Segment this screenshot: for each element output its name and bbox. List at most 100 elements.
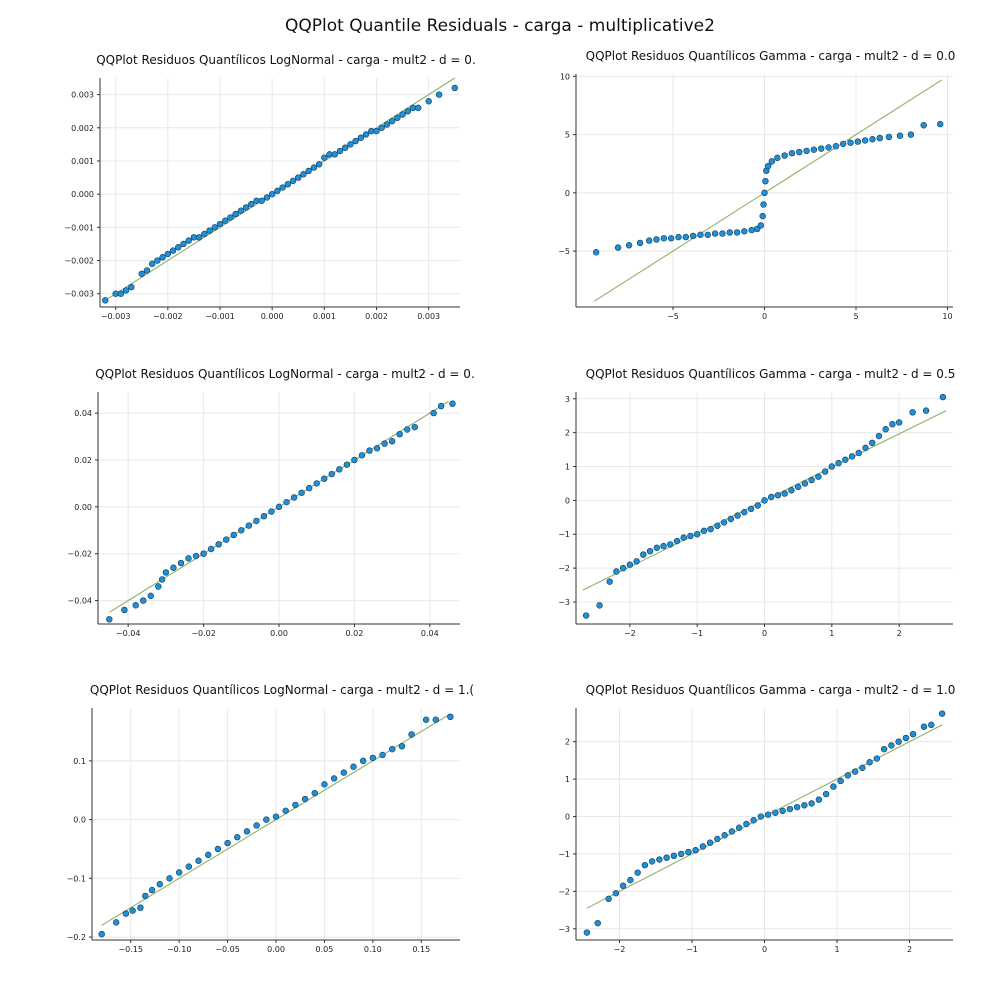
x-tick-label: −0.04 [116, 629, 141, 638]
qq-point [757, 222, 765, 229]
qq-point [404, 426, 411, 433]
qq-point [719, 230, 726, 237]
y-tick-label: 0.04 [74, 409, 92, 418]
qq-point [728, 828, 736, 835]
qq-point [358, 452, 366, 459]
qq-point [175, 869, 183, 876]
qq-point [682, 233, 690, 241]
qq-point [129, 907, 136, 914]
qq-point [351, 456, 358, 464]
qq-point [646, 237, 653, 244]
qq-point [693, 531, 701, 538]
qq-point [794, 483, 802, 491]
qq-point [815, 473, 822, 480]
qq-point [759, 212, 766, 220]
qq-point [185, 555, 192, 562]
qq-point [735, 824, 743, 831]
qq-point [922, 407, 930, 414]
qq-point [869, 136, 876, 143]
reference-line [586, 724, 943, 909]
qq-point [721, 832, 728, 839]
qq-point [866, 759, 873, 766]
qq-point [606, 578, 613, 585]
qq-point [741, 509, 748, 516]
qq-point [862, 444, 869, 452]
qq-point [359, 757, 367, 765]
qq-point [873, 755, 881, 762]
qq-point [895, 738, 902, 745]
x-tick-label: 0.000 [261, 312, 284, 321]
qq-point [889, 420, 896, 428]
qq-point [667, 235, 675, 242]
qq-point [200, 550, 207, 557]
qq-point [340, 769, 347, 776]
qq-point [310, 164, 318, 171]
qq-point [117, 290, 125, 297]
qq-point [394, 114, 401, 122]
qq-point [939, 393, 947, 401]
qq-point [140, 597, 147, 604]
y-tick-label: −0.1 [67, 874, 86, 883]
qq-point [195, 857, 202, 864]
qq-point [636, 239, 644, 247]
qq-point [313, 480, 320, 487]
qq-point [754, 502, 761, 509]
y-tick-label: 0.0 [73, 816, 86, 825]
qq-point [700, 527, 708, 535]
y-tick-label: 0.02 [74, 456, 92, 465]
qq-point [781, 152, 788, 159]
x-tick-label: 0 [762, 312, 767, 321]
y-tick-label: 1 [565, 775, 570, 784]
qq-point [388, 438, 396, 445]
qq-point [781, 490, 788, 497]
qq-point [680, 534, 687, 541]
qq-point [175, 244, 182, 251]
qq-point [808, 476, 815, 484]
qq-point [828, 463, 836, 470]
qq-point [238, 527, 245, 534]
qq-point [185, 237, 192, 244]
x-tick-label: −0.003 [101, 312, 131, 321]
x-tick-label: 0.10 [364, 945, 382, 954]
qq-point [263, 194, 271, 201]
qq-point [263, 816, 270, 823]
qq-point [888, 742, 895, 749]
x-tick-label: 0.003 [417, 312, 440, 321]
qq-point [155, 583, 162, 590]
x-tick-label: 0.15 [412, 945, 430, 954]
qq-point [98, 930, 105, 938]
qq-point [619, 564, 627, 572]
qq-point [801, 802, 808, 809]
qq-point [328, 470, 335, 478]
qq-point [612, 890, 620, 897]
qq-point [162, 569, 170, 576]
qq-point [243, 828, 251, 835]
qq-point [289, 177, 297, 185]
panel-title: QQPlot Residuos Quantílicos LogNormal - … [90, 683, 474, 697]
qq-point [796, 148, 803, 156]
x-tick-label: −0.15 [118, 945, 143, 954]
qq-point [315, 161, 323, 168]
qq-point [627, 876, 634, 884]
qq-point [102, 297, 109, 304]
qq-point [614, 244, 622, 251]
x-tick-label: 2 [907, 945, 912, 954]
qq-point [253, 517, 260, 525]
qq-point [663, 854, 670, 861]
qq-point [656, 856, 663, 863]
qq-point [847, 139, 854, 146]
qq-point [640, 551, 647, 558]
qq-point [714, 835, 721, 843]
qq-point [762, 177, 769, 185]
qq-point [142, 892, 149, 900]
qq-point [192, 552, 200, 560]
qq-point [714, 522, 721, 529]
panel-title: QQPlot Residuos Quantílicos Gamma - carg… [586, 49, 956, 63]
qq-point [815, 796, 823, 803]
x-tick-label: 2 [897, 629, 902, 638]
qq-point [648, 858, 656, 865]
qq-point [301, 795, 309, 803]
qq-point [216, 220, 224, 228]
qq-point [447, 713, 454, 721]
qq-point [268, 190, 276, 198]
